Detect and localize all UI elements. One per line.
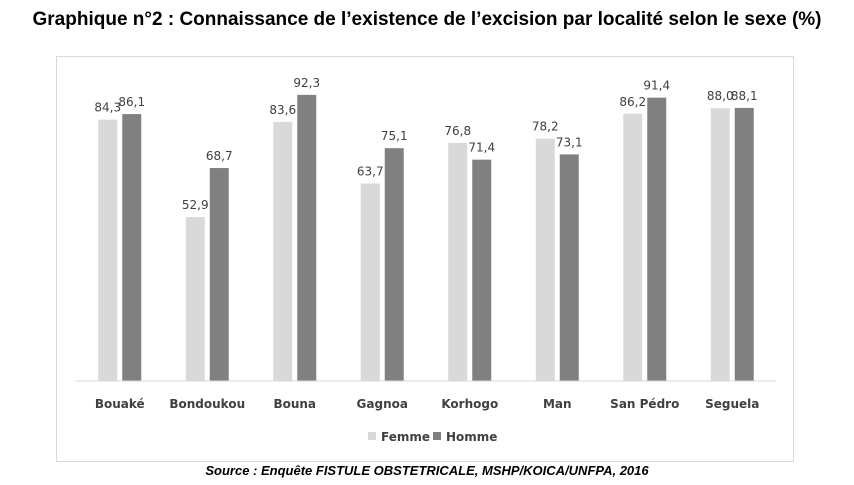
data-label-homme-4: 75,1 [381, 129, 408, 143]
legend-label-femme: Femme [381, 430, 430, 444]
legend-label-homme: Homme [446, 430, 497, 444]
x-tick-label-4: Gagnoa [357, 397, 408, 411]
bar-homme-6 [559, 154, 579, 381]
data-label-homme-6: 73,1 [556, 135, 583, 149]
chart-title: Graphique n°2 : Connaissance de l’existe… [32, 9, 822, 30]
source-note: Source : Enquête FISTULE OBSTETRICALE, M… [205, 463, 649, 478]
bar-femme-6 [535, 138, 555, 381]
data-label-femme-5: 76,8 [444, 124, 471, 138]
legend: Femme Homme [368, 430, 497, 444]
x-tick-label-3: Bouna [273, 397, 316, 411]
bar-femme-2 [185, 217, 205, 381]
legend-swatch-homme [433, 432, 441, 440]
data-label-homme-5: 71,4 [468, 141, 495, 155]
bar-homme-1 [122, 114, 142, 381]
x-tick-label-5: Korhogo [441, 397, 498, 411]
bar-homme-3 [297, 94, 317, 382]
labels-layer: 84,386,1 52,9 68,7 83,6 92,3 63,7 75,1 76,8 71,4… [94, 76, 757, 212]
data-label-homme-3: 92,3 [293, 76, 320, 90]
bar-femme-8 [710, 108, 730, 381]
data-label-femme-4: 63,7 [357, 165, 384, 179]
x-tick-label-6: Man [543, 397, 572, 411]
bar-homme-7 [647, 97, 667, 381]
bar-femme-3 [273, 121, 293, 381]
x-tick-label-1: Bouaké [95, 397, 145, 411]
x-tick-label-2: Bondoukou [169, 397, 245, 411]
bar-homme-4 [384, 148, 404, 381]
x-tick-label-8: Seguela [705, 397, 759, 411]
data-label-femme-3: 83,6 [269, 103, 296, 117]
bar-homme-8 [734, 107, 754, 381]
data-label-homme-2: 68,7 [206, 149, 233, 163]
bar-femme-7 [623, 113, 643, 381]
bar-femme-4 [360, 183, 380, 381]
tick-labels-layer: Bouaké Bondoukou Bouna Gagnoa Korhogo Man San … [95, 397, 760, 411]
data-label-homme-8: 88,1 [731, 89, 758, 103]
bars-layer [98, 94, 754, 382]
data-label-homme-7: 91,4 [643, 79, 670, 93]
bar-homme-2 [209, 168, 229, 381]
chart-frame [56, 56, 794, 462]
x-tick-label-7: San Pédro [610, 397, 679, 411]
bar-femme-1 [98, 119, 118, 382]
legend-swatch-femme [368, 432, 376, 440]
data-label-homme-1: 86,1 [118, 95, 145, 109]
data-label-femme-6: 78,2 [532, 120, 559, 134]
bar-femme-5 [448, 142, 468, 381]
data-label-femme-1: 84,3 [94, 101, 121, 115]
data-label-femme-8: 88,0 [707, 89, 734, 103]
data-label-femme-2: 52,9 [182, 198, 209, 212]
bar-homme-5 [472, 159, 492, 381]
data-label-femme-7: 86,2 [619, 95, 646, 109]
